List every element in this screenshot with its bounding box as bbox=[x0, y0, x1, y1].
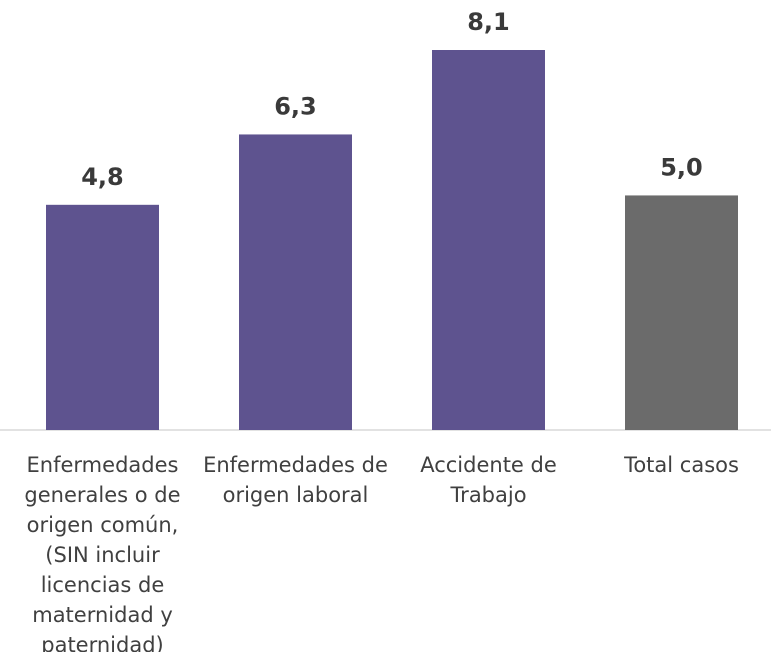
value-label: 8,1 bbox=[467, 8, 510, 36]
x-tick-label: Enfermedades generales o de origen común… bbox=[24, 453, 181, 652]
value-label: 5,0 bbox=[660, 153, 703, 181]
value-label: 6,3 bbox=[274, 92, 317, 120]
x-tick-label: Enfermedades de origen laboral bbox=[203, 453, 388, 507]
x-tick-label: Accidente de Trabajo bbox=[420, 453, 557, 507]
value-label: 4,8 bbox=[81, 163, 124, 191]
bar bbox=[46, 204, 159, 430]
bar bbox=[239, 134, 352, 430]
bar bbox=[432, 50, 545, 430]
x-tick-label: Total casos bbox=[624, 453, 739, 477]
bar bbox=[625, 195, 738, 430]
